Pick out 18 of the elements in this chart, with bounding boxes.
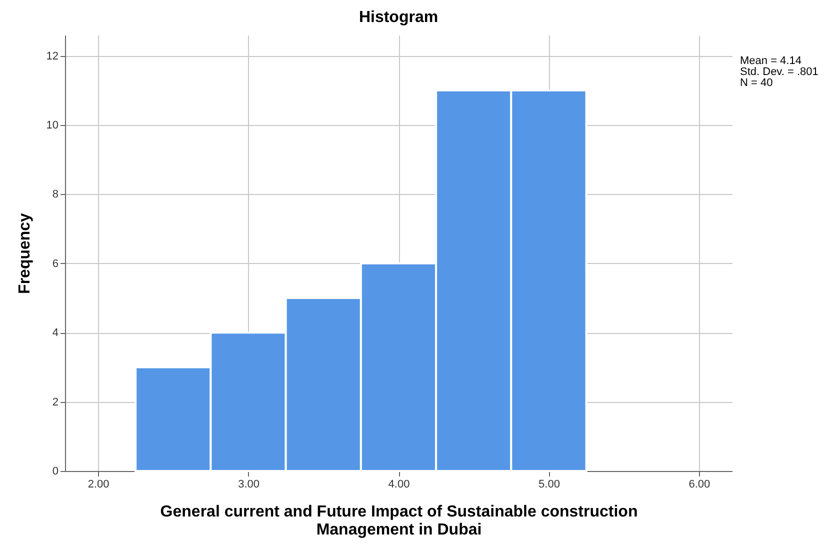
y-tick-label: 4 [52,327,58,340]
y-tick-label: 0 [52,466,58,478]
x-tick-label: 5.00 [538,478,560,490]
y-tick-label: 2 [52,396,58,408]
x-tick-label: 2.00 [88,478,110,490]
y-tick-label: 10 [46,119,58,132]
y-tick-label: 8 [52,188,58,201]
y-tick-label: 12 [46,50,58,62]
x-tick-label: 4.00 [388,478,410,490]
chart-title: Histogram [358,9,438,26]
y-tick-label: 6 [52,258,58,270]
text: Mean = 4.14 [740,55,802,67]
y-axis-title: Frequency [16,212,34,294]
text: Std. Dev. = .801 [740,66,818,78]
text: N = 40 [740,77,773,89]
x-tick-label: 3.00 [238,478,260,490]
x-axis-title: General current and Future Impact of Sustainable construction Management in Dubai [160,504,638,538]
x-tick-label: 6.00 [688,478,710,490]
